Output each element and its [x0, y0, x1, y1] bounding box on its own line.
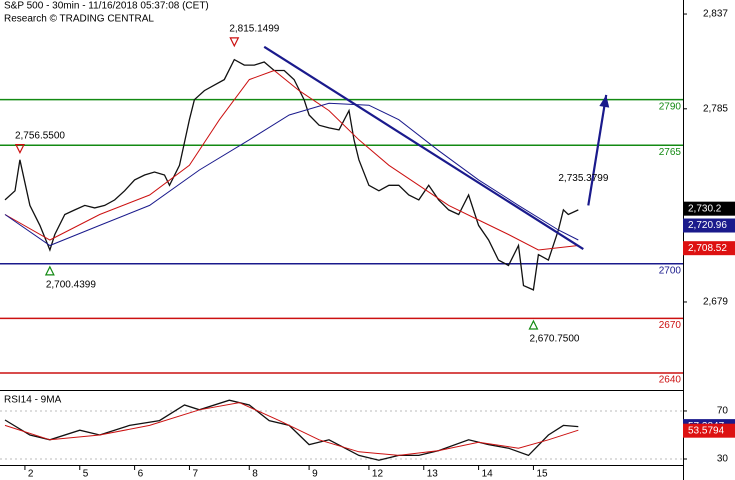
level-label: 2670	[659, 320, 682, 331]
x-tick-label: 5	[83, 469, 89, 480]
last-value-label: 53.5794	[688, 425, 725, 436]
x-tick-label: 14	[482, 469, 494, 480]
marker-low	[528, 319, 539, 330]
annotation-label: 2,670.7500	[529, 334, 579, 345]
annotation-label: 2,756.5500	[15, 130, 65, 141]
last-value-label: 2,708.52	[688, 243, 727, 254]
x-tick-label: 6	[138, 469, 144, 480]
arrow-head	[599, 94, 610, 108]
level-label: 2790	[659, 101, 682, 112]
level-label: 2640	[659, 375, 682, 386]
y-tick-label: 30	[717, 454, 729, 465]
chart-title: S&P 500 - 30min - 11/16/2018 05:37:08 (C…	[4, 1, 209, 12]
annotation-label: 2,700.4399	[46, 280, 96, 291]
x-tick-label: 12	[372, 469, 384, 480]
annotation-label: 2,815.1499	[229, 23, 279, 34]
x-tick-label: 13	[427, 469, 439, 480]
y-tick-label: 2,837	[703, 9, 728, 20]
level-label: 2700	[659, 265, 682, 276]
last-value-tag	[683, 218, 735, 233]
arrow	[587, 94, 608, 206]
y-tick-label: 2,785	[703, 103, 728, 114]
x-tick-label: 9	[312, 469, 318, 480]
marker-low	[44, 265, 55, 276]
last-value-tag	[683, 241, 735, 256]
x-tick-label: 2	[28, 469, 34, 480]
trendline	[263, 45, 584, 251]
x-tick-label: 8	[252, 469, 258, 480]
x-tick-label: 15	[536, 469, 548, 480]
series-line	[4, 69, 579, 251]
rsi-title: RSI14 - 9MA	[4, 395, 62, 406]
marker-high	[229, 37, 240, 48]
series-line	[4, 402, 579, 456]
last-value-tag	[683, 423, 735, 438]
series-line	[4, 399, 579, 461]
series-line	[4, 102, 579, 247]
last-value-label: 2,720.96	[688, 220, 727, 231]
y-tick-label: 2,679	[703, 297, 728, 308]
annotation-label: 2,735.3799	[558, 173, 608, 184]
series-line	[4, 58, 579, 291]
marker-high	[14, 144, 25, 154]
x-tick-label: 7	[192, 469, 198, 480]
last-value-tag	[683, 201, 735, 216]
y-tick-label: 70	[717, 406, 729, 417]
last-value-label: 2,730.2	[688, 203, 722, 214]
level-label: 2765	[659, 147, 682, 158]
chart-subtitle: Research © TRADING CENTRAL	[4, 14, 154, 25]
